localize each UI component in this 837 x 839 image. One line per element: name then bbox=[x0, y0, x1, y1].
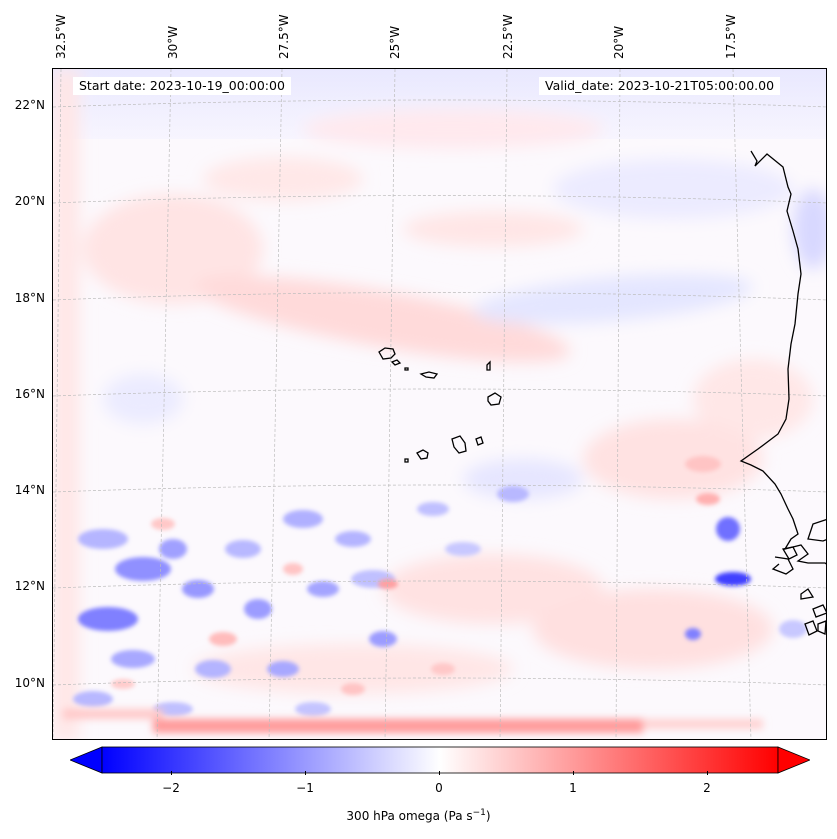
island-sao-vicente bbox=[390, 359, 402, 366]
colorbar-tick-label: −1 bbox=[296, 781, 314, 795]
start-date-label: Start date: 2023-10-19_00:00:00 bbox=[73, 77, 291, 95]
field-coastal-cells bbox=[685, 456, 807, 640]
graticule bbox=[53, 69, 826, 739]
colorbar-label-text: 300 hPa omega (Pa s bbox=[346, 809, 473, 823]
lon-label-32-5w: 32.5°W bbox=[54, 14, 68, 59]
lon-label-22-5w: 22.5°W bbox=[501, 14, 515, 59]
omega-map bbox=[52, 68, 827, 740]
colorbar-min-extension bbox=[70, 746, 103, 774]
colorbar-label: 300 hPa omega (Pa s−1) bbox=[0, 808, 837, 823]
island-sao-nicolau bbox=[419, 371, 439, 379]
lon-label-27-5w: 27.5°W bbox=[277, 14, 291, 59]
field-bottom-boundary bbox=[63, 709, 763, 733]
island-santo-antao bbox=[378, 347, 396, 360]
field-convective-blue bbox=[73, 486, 529, 716]
lat-label-22n: 22°N bbox=[14, 98, 45, 112]
cape-verde-islands bbox=[378, 347, 502, 463]
island-santiago bbox=[451, 435, 467, 454]
island-boa-vista bbox=[487, 392, 502, 406]
lat-label-10n: 10°N bbox=[14, 676, 45, 690]
coastline-west-africa bbox=[739, 150, 826, 636]
island-maio bbox=[475, 436, 484, 446]
island-fogo bbox=[416, 449, 429, 460]
colorbar-tick-mark bbox=[573, 771, 574, 775]
colorbar-label-exponent: −1 bbox=[472, 808, 486, 818]
island-sal bbox=[486, 360, 491, 371]
colorbar-tick-mark bbox=[171, 771, 172, 775]
island-santa-luzia bbox=[404, 367, 409, 371]
lat-label-12n: 12°N bbox=[14, 579, 45, 593]
colorbar-gradient bbox=[101, 746, 779, 774]
colorbar-tick-label: 1 bbox=[569, 781, 577, 795]
lat-label-16n: 16°N bbox=[14, 387, 45, 401]
island-brava bbox=[404, 458, 409, 463]
colorbar-max-extension bbox=[777, 746, 810, 774]
colorbar bbox=[70, 746, 810, 774]
lon-label-25w: 25°W bbox=[388, 25, 402, 59]
colorbar-label-close: ) bbox=[485, 809, 491, 823]
colorbar-tick-mark bbox=[707, 771, 708, 775]
map-canvas bbox=[53, 69, 826, 739]
lon-label-20w: 20°W bbox=[612, 25, 626, 59]
colorbar-tick-label: 2 bbox=[703, 781, 711, 795]
colorbar-tick-label: 0 bbox=[435, 781, 443, 795]
field-convective-red bbox=[111, 518, 455, 695]
field-broad-patterns bbox=[53, 69, 826, 739]
lon-label-17-5w: 17.5°W bbox=[724, 14, 738, 59]
lat-label-14n: 14°N bbox=[14, 483, 45, 497]
colorbar-tick-label: −2 bbox=[162, 781, 180, 795]
valid-date-label: Valid_date: 2023-10-21T05:00:00.00 bbox=[539, 77, 781, 95]
lat-label-18n: 18°N bbox=[14, 291, 45, 305]
lat-label-20n: 20°N bbox=[14, 194, 45, 208]
lon-label-30w: 30°W bbox=[166, 25, 180, 59]
colorbar-tick-mark bbox=[305, 771, 306, 775]
colorbar-tick-mark bbox=[439, 771, 440, 775]
